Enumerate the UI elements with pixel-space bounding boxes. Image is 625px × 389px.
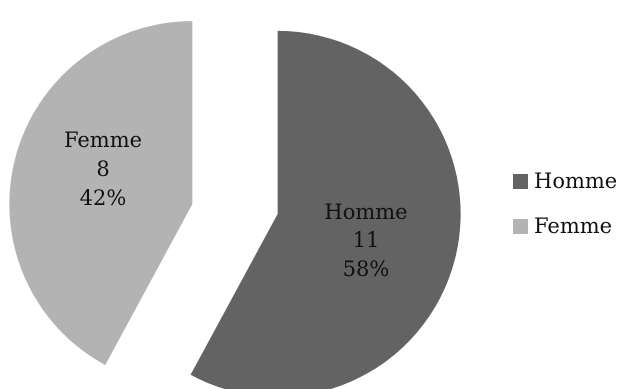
pie-slice-femme (9, 21, 193, 366)
pie-slice-homme (190, 30, 461, 389)
slice-value-femme: 8 (96, 157, 109, 181)
legend-item-femme: Femme (513, 214, 612, 238)
legend-item-homme: Homme (513, 169, 617, 193)
slice-label-homme: Homme 11 58% (324, 200, 407, 281)
legend-swatch-homme (513, 174, 528, 189)
slice-name-femme: Femme (64, 128, 142, 152)
legend-label-homme: Homme (534, 169, 617, 193)
pie-slices (9, 21, 461, 389)
legend: Homme Femme (513, 169, 617, 238)
legend-label-femme: Femme (534, 214, 612, 238)
slice-name-homme: Homme (324, 200, 407, 224)
slice-value-homme: 11 (353, 228, 380, 252)
slice-label-femme: Femme 8 42% (64, 128, 142, 210)
slice-percent-femme: 42% (80, 186, 127, 210)
legend-swatch-femme (513, 219, 528, 234)
slice-percent-homme: 58% (343, 257, 390, 281)
